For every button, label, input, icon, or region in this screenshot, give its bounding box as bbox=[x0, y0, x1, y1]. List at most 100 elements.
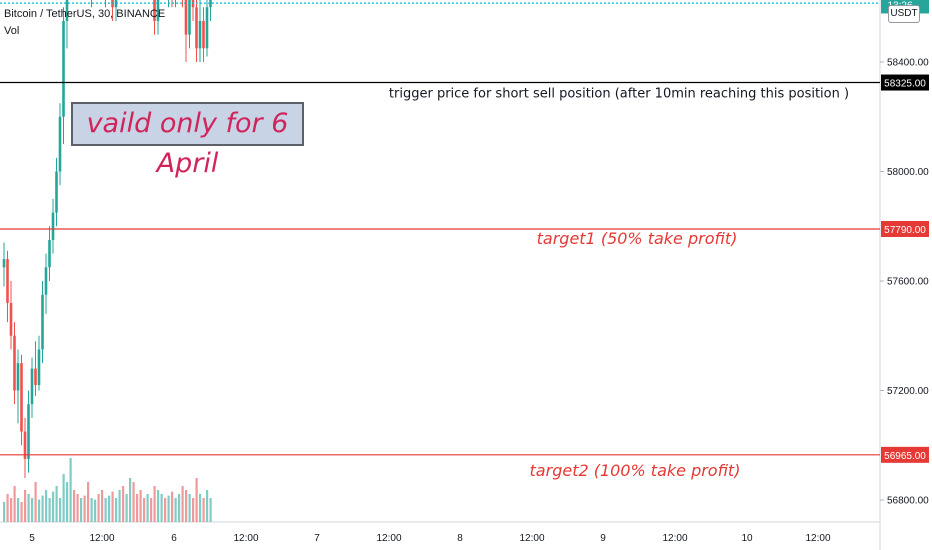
candle-body bbox=[30, 368, 34, 405]
volume-bar bbox=[188, 494, 191, 522]
volume-bar bbox=[164, 498, 167, 522]
volume-bar bbox=[209, 498, 212, 522]
candle-body bbox=[6, 259, 9, 303]
volume-bar bbox=[73, 490, 76, 522]
volume-bar bbox=[94, 499, 97, 522]
volume-bar bbox=[80, 498, 83, 522]
candle-body bbox=[16, 363, 20, 391]
time-axis: 5 12:00 6 12:00 7 12:00 8 12:00 9 12:00 10 12:00 bbox=[29, 533, 831, 544]
volume-bar bbox=[153, 486, 156, 522]
volume-bar bbox=[38, 499, 41, 522]
candle-body bbox=[37, 349, 41, 386]
volume-bar bbox=[139, 490, 142, 522]
volume-bar bbox=[34, 482, 37, 522]
volume-bar bbox=[62, 474, 65, 522]
candle-body bbox=[198, 20, 202, 49]
volume-bar bbox=[181, 486, 184, 522]
volume-bar bbox=[104, 498, 107, 522]
volume-bar bbox=[157, 490, 160, 522]
volume-bar bbox=[90, 498, 93, 522]
volume-bar bbox=[97, 494, 100, 522]
level-text: target1 (50% take profit) bbox=[537, 229, 738, 248]
price-levels: target2 (100% take profit)60517.00target… bbox=[0, 0, 929, 480]
candle-body bbox=[195, 7, 198, 49]
candles bbox=[2, 0, 212, 479]
candle-body bbox=[44, 267, 48, 295]
candle-body bbox=[156, 0, 160, 21]
volume-bar bbox=[199, 494, 202, 522]
volume-bar bbox=[143, 498, 146, 522]
price-tag bbox=[881, 220, 929, 237]
volume-bar bbox=[108, 495, 111, 522]
candle-body bbox=[184, 0, 188, 35]
candle-body bbox=[20, 363, 23, 432]
volume-bar bbox=[76, 494, 79, 522]
volume-bar bbox=[202, 498, 205, 522]
volume-bar bbox=[45, 490, 48, 522]
price-tag-label: 57790.00 bbox=[884, 225, 926, 236]
volume-bar bbox=[122, 486, 125, 522]
y-tick-label: 56800.00 bbox=[887, 496, 929, 507]
currency-unit-button[interactable]: USDT bbox=[888, 5, 920, 23]
candle-body bbox=[202, 20, 205, 49]
volume-bar bbox=[192, 498, 195, 522]
volume-bar bbox=[160, 494, 163, 522]
candle-body bbox=[34, 368, 37, 386]
volume-bar bbox=[171, 491, 174, 522]
y-tick-label: 57600.00 bbox=[887, 277, 929, 288]
volume-bar bbox=[55, 486, 58, 522]
volume-bar bbox=[69, 458, 72, 522]
volume-bars bbox=[3, 458, 212, 522]
symbol-title: Bitcoin / TetherUS, 30, BINANCE bbox=[4, 8, 166, 20]
volume-bar bbox=[178, 494, 181, 522]
volume-bar bbox=[20, 502, 23, 522]
volume-bar bbox=[174, 498, 177, 522]
candle-body bbox=[65, 0, 69, 21]
y-tick-label: 57200.00 bbox=[887, 386, 929, 397]
volume-bar bbox=[125, 494, 128, 522]
x-tick-label: 9 bbox=[600, 533, 606, 544]
level-text: trigger price for short sell position (a… bbox=[389, 87, 849, 102]
volume-bar bbox=[167, 495, 170, 522]
y-tick-label: 58000.00 bbox=[887, 167, 929, 178]
x-tick-label: 12:00 bbox=[89, 533, 114, 544]
volume-bar bbox=[48, 498, 51, 522]
price-tag bbox=[881, 446, 929, 463]
candle-body bbox=[153, 0, 156, 21]
volume-bar bbox=[24, 490, 27, 522]
x-tick-label: 12:00 bbox=[519, 533, 544, 544]
candle-body bbox=[27, 404, 30, 459]
volume-bar bbox=[41, 495, 44, 522]
volume-bar bbox=[185, 490, 188, 522]
candle-body bbox=[2, 259, 6, 268]
volume-bar bbox=[129, 478, 132, 522]
price-tag-label: 58325.00 bbox=[884, 79, 926, 90]
volume-bar bbox=[118, 490, 121, 522]
candle-body bbox=[23, 431, 27, 459]
candle-body bbox=[58, 116, 62, 172]
volume-bar bbox=[150, 498, 153, 522]
x-tick-label: 12:00 bbox=[376, 533, 401, 544]
volume-bar bbox=[206, 490, 209, 522]
candle-body bbox=[188, 0, 191, 35]
candle-body bbox=[13, 335, 16, 391]
volume-bar bbox=[87, 482, 90, 522]
candle-body bbox=[205, 7, 209, 49]
volume-bar bbox=[27, 494, 30, 522]
candle-body bbox=[209, 0, 212, 8]
volume-bar bbox=[136, 494, 139, 522]
volume-bar bbox=[13, 486, 16, 522]
volume-bar bbox=[115, 498, 118, 522]
candle-body bbox=[41, 294, 44, 350]
validity-note: vaild only for 6 April bbox=[71, 102, 304, 179]
volume-bar bbox=[101, 490, 104, 522]
x-tick-label: 12:00 bbox=[805, 533, 830, 544]
volume-bar bbox=[195, 478, 198, 522]
volume-bar bbox=[59, 498, 62, 522]
volume-bar bbox=[31, 498, 34, 522]
y-tick-label: 58400.00 bbox=[887, 58, 929, 69]
candle-body bbox=[55, 171, 58, 213]
level-text: target2 (100% take profit) bbox=[530, 461, 741, 480]
